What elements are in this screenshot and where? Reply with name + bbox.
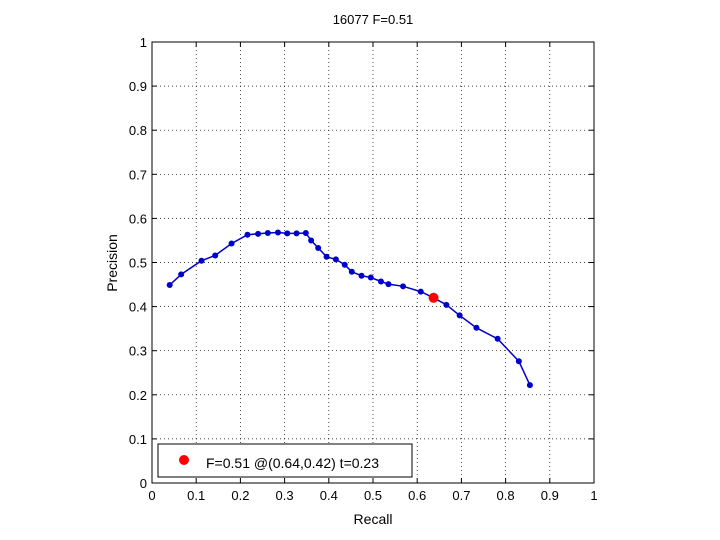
x-tick-label: 0.7 xyxy=(452,488,470,503)
y-tick-label: 0.5 xyxy=(129,256,147,271)
data-point xyxy=(302,229,309,236)
x-tick-label: 0.6 xyxy=(408,488,426,503)
y-tick-label: 0 xyxy=(140,476,147,491)
x-tick-label: 1 xyxy=(590,488,597,503)
legend-box xyxy=(157,443,413,478)
legend: F=0.51 @(0.64,0.42) t=0.23 xyxy=(157,443,413,478)
x-tick-label: 0.5 xyxy=(364,488,382,503)
data-point xyxy=(385,281,392,288)
axes-box xyxy=(151,41,595,484)
data-point xyxy=(473,324,480,331)
x-tick-label: 0.4 xyxy=(320,488,338,503)
data-point xyxy=(264,229,271,236)
best-f-point xyxy=(428,292,439,303)
data-point xyxy=(274,229,281,236)
data-point xyxy=(212,252,219,259)
x-tick-label: 0.9 xyxy=(541,488,559,503)
y-tick-label: 0.4 xyxy=(129,300,147,315)
y-tick-label: 0.2 xyxy=(129,388,147,403)
grid-lines xyxy=(152,42,594,483)
data-point xyxy=(284,230,291,237)
legend-text: F=0.51 @(0.64,0.42) t=0.23 xyxy=(206,455,379,471)
data-point xyxy=(332,256,339,263)
x-tick-label: 0.1 xyxy=(187,488,205,503)
data-point xyxy=(417,288,424,295)
y-tick-label: 0.9 xyxy=(129,79,147,94)
data-point xyxy=(323,253,330,260)
data-point xyxy=(308,237,315,244)
x-tick-label: 0.3 xyxy=(276,488,294,503)
data-point xyxy=(293,230,300,237)
data-point xyxy=(526,382,533,389)
data-point xyxy=(494,335,501,342)
y-tick-label: 0.6 xyxy=(129,211,147,226)
data-point xyxy=(228,240,235,247)
legend-marker-icon xyxy=(179,455,189,465)
y-tick-label: 0.1 xyxy=(129,432,147,447)
x-tick-label: 0.2 xyxy=(231,488,249,503)
data-point xyxy=(315,244,322,251)
data-point xyxy=(400,283,407,290)
data-point xyxy=(367,274,374,281)
x-tick-label: 0.8 xyxy=(497,488,515,503)
x-tick-label: 0 xyxy=(148,488,155,503)
y-tick-label: 0.8 xyxy=(129,123,147,138)
data-point xyxy=(348,268,355,275)
x-tick-marks: 0 0.1 0.2 0.3 0.4 0.5 0.6 0.7 0.8 0.9 1 xyxy=(148,42,598,503)
y-tick-label: 0.3 xyxy=(129,344,147,359)
data-point xyxy=(255,230,262,237)
data-point xyxy=(456,312,463,319)
x-axis-label: Recall xyxy=(354,511,393,527)
data-point xyxy=(341,261,348,268)
series-group xyxy=(166,229,533,389)
data-point xyxy=(244,231,251,238)
chart-title: 16077 F=0.51 xyxy=(333,12,414,27)
data-point xyxy=(377,278,384,285)
data-point xyxy=(166,281,173,288)
y-tick-label: 1 xyxy=(140,35,147,50)
data-point xyxy=(358,272,365,279)
y-axis-label: Precision xyxy=(104,234,120,292)
data-point xyxy=(178,271,185,278)
data-point xyxy=(198,257,205,264)
data-point xyxy=(515,358,522,365)
y-tick-marks: 0 0.1 0.2 0.3 0.4 0.5 0.6 0.7 0.8 0.9 1 xyxy=(129,35,594,491)
y-tick-label: 0.7 xyxy=(129,167,147,182)
data-point xyxy=(443,301,450,308)
